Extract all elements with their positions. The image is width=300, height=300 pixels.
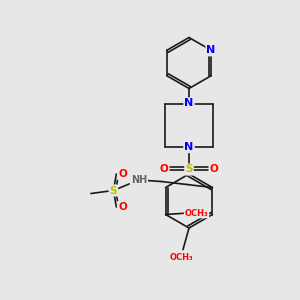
Text: N: N — [206, 45, 216, 55]
Text: S: S — [110, 185, 117, 196]
Text: O: O — [118, 169, 127, 179]
Text: O: O — [160, 164, 169, 175]
Text: O: O — [118, 202, 127, 212]
Text: OCH₃: OCH₃ — [170, 253, 193, 262]
Text: OCH₃: OCH₃ — [185, 208, 208, 217]
Text: NH: NH — [131, 175, 147, 185]
Text: O: O — [209, 164, 218, 175]
Text: N: N — [184, 142, 194, 152]
Text: N: N — [184, 98, 194, 109]
Text: S: S — [185, 164, 193, 175]
